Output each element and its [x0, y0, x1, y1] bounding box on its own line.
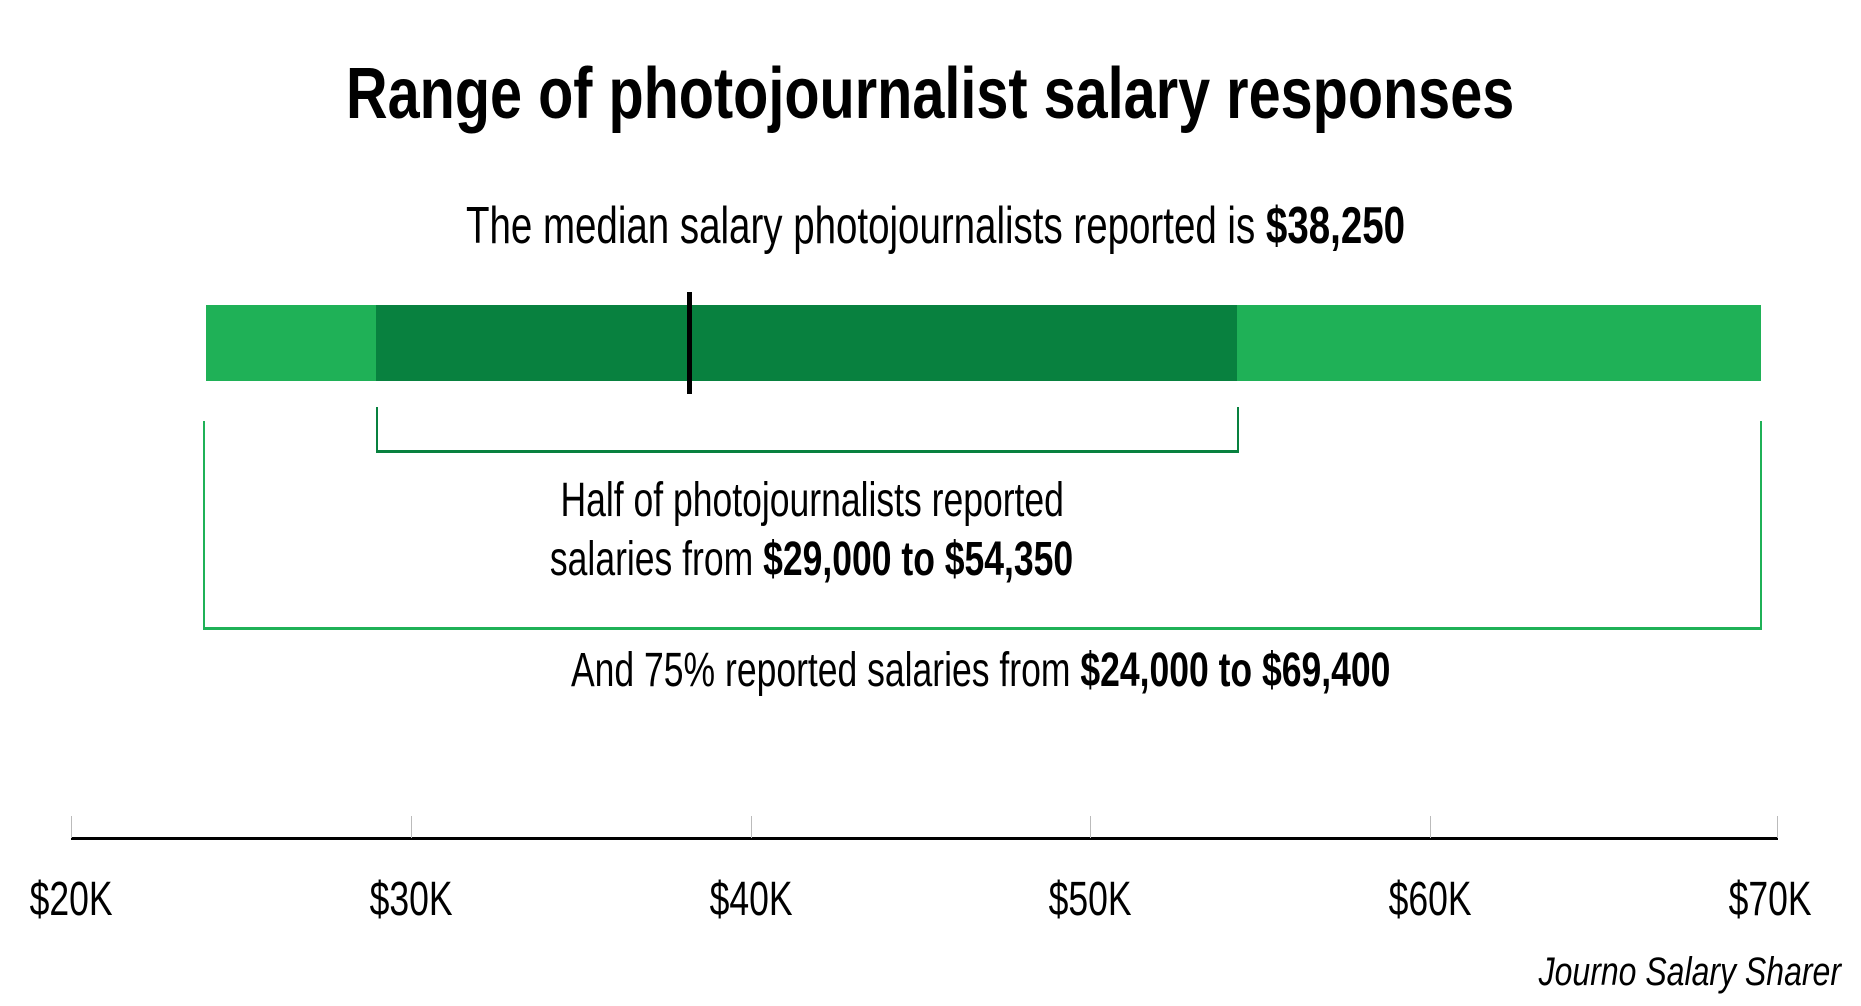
median-marker — [687, 292, 692, 394]
x-axis-line — [71, 837, 1778, 840]
x-tick-label-text: $20K — [29, 873, 113, 926]
x-tick-label-text: $70K — [1728, 873, 1812, 926]
half-annotation-line2-text: salaries from — [550, 533, 764, 586]
median-annotation-text: The median salary photojournalists repor… — [465, 197, 1266, 255]
median-value: $38,250 — [1265, 197, 1405, 255]
x-axis-tick — [751, 816, 752, 838]
half-range-value: $29,000 to $54,350 — [763, 533, 1074, 586]
x-tick-label-text: $30K — [369, 873, 453, 926]
x-tick-label-text: $60K — [1388, 873, 1472, 926]
pct75-annotation: And 75% reported salaries from $24,000 t… — [0, 642, 1861, 700]
source-credit: Journo Salary Sharer — [1463, 948, 1841, 996]
median-annotation: The median salary photojournalists repor… — [0, 196, 1861, 256]
half-annotation-line1-text: Half of photojournalists reported — [560, 474, 1064, 527]
chart-title-text: Range of photojournalist salary response… — [346, 54, 1515, 134]
x-axis-tick — [411, 816, 412, 838]
x-axis-tick — [1430, 816, 1431, 838]
range-75pct-bracket — [203, 421, 1762, 630]
x-tick-label: $40K — [651, 872, 851, 928]
x-tick-label: $20K — [0, 872, 171, 928]
source-credit-text: Journo Salary Sharer — [1538, 950, 1841, 994]
range-50pct-bar — [376, 305, 1237, 381]
x-axis-tick — [71, 816, 72, 838]
x-axis-tick — [1777, 816, 1778, 838]
x-tick-label: $60K — [1330, 872, 1530, 928]
chart-title: Range of photojournalist salary response… — [0, 52, 1861, 136]
x-tick-label: $70K — [1670, 872, 1861, 928]
x-tick-label-text: $40K — [709, 873, 793, 926]
half-annotation-line1: Half of photojournalists reported — [0, 472, 1624, 530]
half-annotation-line2: salaries from $29,000 to $54,350 — [0, 531, 1624, 589]
x-axis-tick — [1090, 816, 1091, 838]
pct75-annotation-text: And 75% reported salaries from — [571, 644, 1081, 697]
x-tick-label: $30K — [311, 872, 511, 928]
range-50pct-bracket — [376, 407, 1239, 453]
x-tick-label: $50K — [990, 872, 1190, 928]
x-tick-label-text: $50K — [1048, 873, 1132, 926]
pct75-range-value: $24,000 to $69,400 — [1080, 644, 1391, 697]
